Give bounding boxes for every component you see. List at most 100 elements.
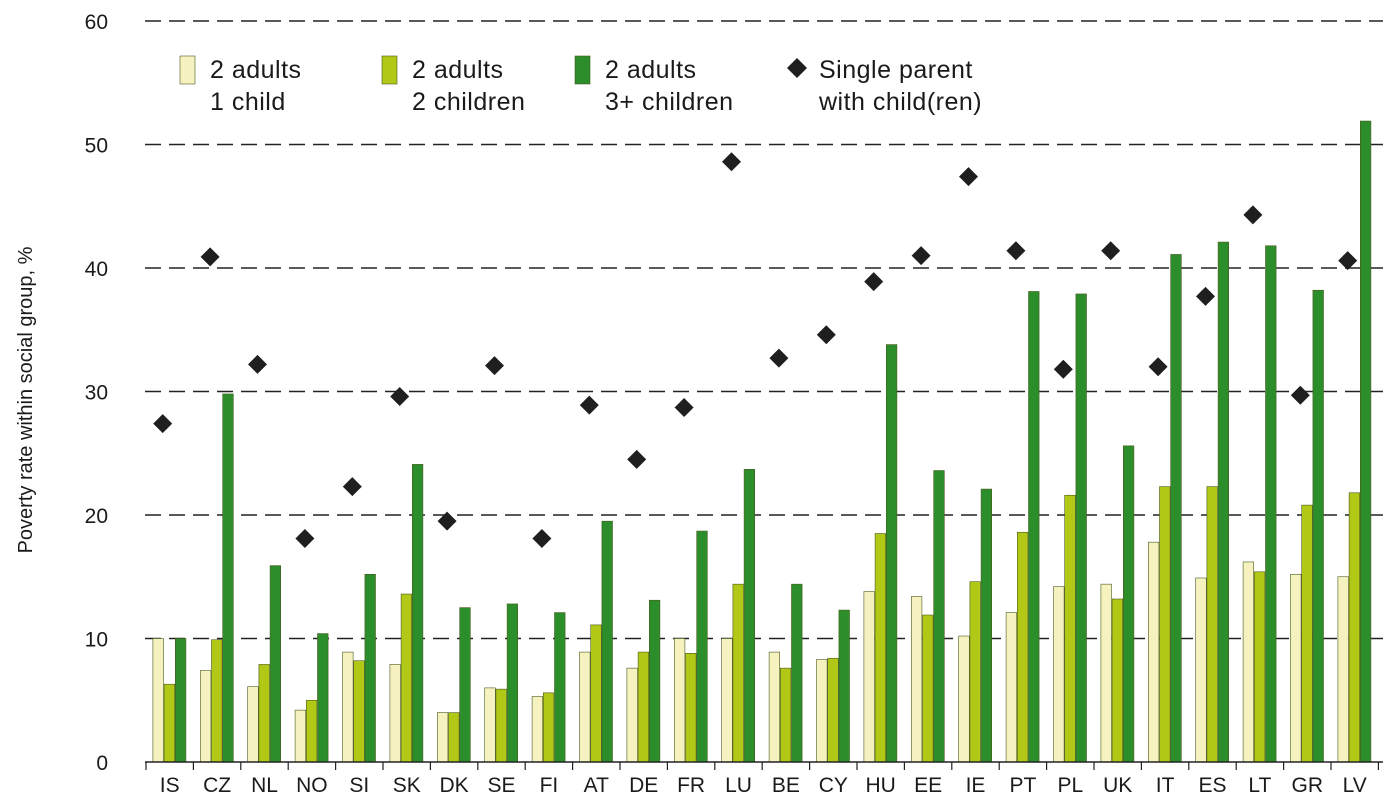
bar-2-adults-2-children bbox=[1206, 486, 1218, 763]
bar-2-adults-2-children bbox=[1159, 486, 1171, 763]
bar-2-adults-1-child bbox=[673, 638, 686, 763]
single-parent-point bbox=[1196, 286, 1215, 306]
legend-swatch bbox=[787, 58, 807, 78]
bar-2-adults-1-child bbox=[910, 596, 923, 763]
bar-2-adults-3-children bbox=[743, 469, 755, 763]
y-tick-label: 10 bbox=[85, 629, 108, 652]
bar-2-adults-1-child bbox=[1290, 573, 1302, 763]
bar-2-adults-3-children bbox=[648, 599, 661, 763]
single-parent-point bbox=[342, 477, 362, 497]
bar-2-adults-3-children bbox=[459, 607, 471, 763]
x-tick-label: IE bbox=[966, 774, 986, 797]
x-tick-label: AT bbox=[584, 774, 609, 797]
bar-2-adults-2-children bbox=[448, 712, 460, 763]
y-tick-label: 20 bbox=[85, 505, 108, 528]
x-tick-label: GR bbox=[1292, 774, 1324, 797]
single-parent-point bbox=[627, 449, 647, 469]
y-tick-label: 60 bbox=[85, 11, 108, 34]
bar-2-adults-2-children bbox=[400, 593, 413, 763]
bar-2-adults-2-children bbox=[258, 664, 270, 763]
bar-2-adults-1-child bbox=[436, 712, 449, 763]
legend-label: 2 adults bbox=[605, 56, 697, 84]
x-tick-label: PT bbox=[1009, 774, 1036, 797]
single-parent-point bbox=[1290, 385, 1310, 405]
bar-2-adults-3-children bbox=[222, 393, 234, 763]
bar-2-adults-2-children bbox=[353, 660, 365, 763]
bar-2-adults-3-children bbox=[411, 464, 424, 763]
bar-2-adults-3-children bbox=[364, 573, 376, 763]
bar-2-adults-3-children bbox=[791, 583, 803, 763]
bar-2-adults-3-children bbox=[1360, 120, 1372, 763]
y-tick-label: 0 bbox=[96, 752, 108, 775]
legend-item: 2 adults 1 child bbox=[179, 55, 302, 116]
bar-2-adults-2-children bbox=[1016, 531, 1029, 763]
x-tick-label: LV bbox=[1343, 774, 1367, 797]
single-parent-point bbox=[1053, 359, 1073, 379]
bar-2-adults-1-child bbox=[958, 635, 970, 763]
single-parent-point bbox=[532, 528, 552, 548]
single-parent-point bbox=[722, 152, 741, 172]
x-tick-label: DK bbox=[440, 774, 469, 797]
bar-2-adults-2-children bbox=[211, 639, 223, 763]
bar-2-adults-3-children bbox=[696, 530, 708, 763]
bar-2-adults-1-child bbox=[484, 687, 496, 763]
bar-2-adults-2-children bbox=[922, 614, 934, 763]
bar-2-adults-3-children bbox=[1217, 241, 1229, 763]
bar-2-adults-3-children bbox=[933, 470, 945, 763]
x-tick-label: CZ bbox=[203, 774, 231, 797]
bar-2-adults-2-children bbox=[732, 583, 744, 763]
single-parent-point bbox=[1243, 205, 1263, 225]
single-parent-point bbox=[816, 325, 836, 345]
bar-2-adults-2-children bbox=[969, 581, 981, 763]
legend: 2 adults 1 child 2 adults 2 children 2 adult… bbox=[179, 55, 982, 116]
single-parent-point bbox=[1101, 241, 1121, 261]
bar-2-adults-1-child bbox=[626, 667, 638, 763]
single-parent-point bbox=[248, 354, 267, 374]
x-tick-label: SI bbox=[349, 774, 369, 797]
bar-2-adults-1-child bbox=[1148, 541, 1160, 763]
x-tick-label: NO bbox=[296, 774, 328, 797]
bar-2-adults-3-children bbox=[506, 603, 519, 763]
single-parent-point bbox=[437, 511, 457, 531]
legend-label: 2 children bbox=[412, 88, 525, 116]
bar-2-adults-3-children bbox=[1312, 289, 1324, 763]
legend-label: 1 child bbox=[210, 88, 286, 116]
bar-2-adults-1-child bbox=[768, 651, 780, 763]
bar-2-adults-2-children bbox=[1064, 494, 1076, 763]
axes: 0 10 20 30 40 50 60 IS CZ NL NO SI SK DK SE FI AT DE FR LU B… bbox=[85, 11, 1383, 797]
bar-2-adults-3-children bbox=[980, 488, 992, 763]
legend-label: 2 adults bbox=[210, 56, 302, 84]
y-tick-label: 50 bbox=[85, 135, 108, 158]
x-tick-label: EE bbox=[914, 774, 942, 797]
bar-2-adults-1-child bbox=[1005, 612, 1017, 763]
y-axis-label: Poverty rate within social group, % bbox=[15, 246, 37, 553]
x-tick-label: IT bbox=[1156, 774, 1175, 797]
x-tick-label: LU bbox=[725, 774, 752, 797]
x-tick-label: DE bbox=[629, 774, 658, 797]
x-tick-label: SE bbox=[487, 774, 515, 797]
bar-2-adults-1-child bbox=[816, 659, 828, 763]
bar-2-adults-3-children bbox=[1265, 245, 1277, 763]
bar-2-adults-1-child bbox=[152, 638, 164, 763]
bar-2-adults-2-children bbox=[779, 667, 792, 763]
bar-2-adults-2-children bbox=[163, 683, 176, 763]
bar-2-adults-1-child bbox=[389, 664, 401, 763]
single-parent-point bbox=[674, 398, 694, 418]
legend-label: 3+ children bbox=[605, 88, 734, 116]
legend-label: 2 adults bbox=[412, 56, 504, 84]
single-parent-point bbox=[390, 386, 410, 406]
bar-2-adults-2-children bbox=[637, 651, 649, 763]
single-parent-point bbox=[153, 414, 173, 434]
bar-2-adults-1-child bbox=[200, 670, 212, 763]
x-tick-label: FR bbox=[677, 774, 705, 797]
bar-2-adults-1-child bbox=[294, 709, 307, 763]
x-tick-label: HU bbox=[866, 774, 896, 797]
y-tick-label: 30 bbox=[85, 382, 108, 405]
single-parent-point bbox=[579, 395, 599, 415]
bar-2-adults-2-children bbox=[495, 688, 507, 763]
bar-2-adults-1-child bbox=[1195, 577, 1207, 763]
x-tick-label: LT bbox=[1248, 774, 1271, 797]
bar-2-adults-3-children bbox=[175, 638, 187, 763]
y-tick-label: 40 bbox=[85, 258, 108, 281]
